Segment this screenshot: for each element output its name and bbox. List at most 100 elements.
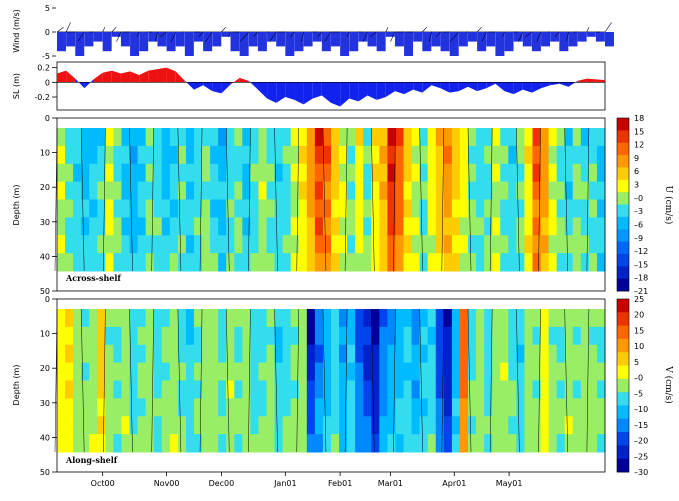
wind-stick [502, 31, 505, 37]
heat-cell [339, 326, 348, 346]
heat-cell [185, 217, 195, 236]
heat-cell [266, 235, 276, 254]
heat-cell [258, 326, 268, 346]
heat-cell [226, 398, 235, 417]
heat-cell [435, 181, 445, 200]
sl-segment [495, 82, 505, 92]
heat-cell [459, 181, 469, 200]
heat-cell [331, 416, 340, 435]
heat-cell [443, 362, 453, 381]
heat-cell [363, 163, 372, 183]
heat-cell [331, 163, 340, 183]
heat-cell [105, 217, 114, 236]
wind-stick [116, 31, 122, 42]
heat-cell [266, 380, 276, 399]
heat-cell [137, 326, 147, 346]
heat-cell [500, 163, 509, 183]
heat-cell [57, 145, 66, 165]
wind-bar [294, 32, 304, 52]
heat-cell [153, 344, 163, 364]
heat-cell [306, 344, 316, 364]
heat-cell [524, 235, 533, 254]
heat-cell [532, 326, 542, 346]
heat-cell [419, 344, 429, 364]
heat-cell [218, 199, 227, 218]
heat-cell [113, 217, 122, 236]
heat-cell [411, 326, 421, 346]
colorbar-tick-label: –0 [634, 374, 643, 383]
heat-cell [161, 434, 171, 453]
heat-cell [588, 128, 598, 147]
heat-cell [306, 235, 316, 254]
heat-cell [564, 309, 574, 328]
colorbar-tick-label: 10 [634, 342, 644, 351]
heat-cell [419, 181, 429, 200]
heat-cell [540, 128, 550, 147]
heat-cell [468, 416, 477, 435]
heat-cell [331, 253, 340, 272]
heat-cell [258, 163, 268, 183]
heat-cell [532, 235, 542, 254]
heat-cell [580, 145, 590, 165]
heat-cell [403, 380, 413, 399]
heat-cell [234, 181, 243, 200]
heat-cell [427, 253, 437, 272]
heat-cell [242, 235, 251, 254]
heat-cell [596, 199, 606, 218]
heat-cell [427, 326, 437, 346]
heat-cell [387, 416, 396, 435]
heat-cell [153, 309, 163, 328]
heat-cell [516, 434, 525, 453]
colorbar-swatch [617, 392, 629, 406]
heat-cell [161, 398, 171, 417]
heat-cell [65, 344, 74, 364]
heat-cell [492, 163, 501, 183]
heat-cell [322, 145, 332, 165]
heat-cell [548, 199, 558, 218]
heat-cell [443, 199, 453, 218]
heat-cell [306, 128, 316, 147]
heat-cell [371, 344, 380, 364]
heat-cell [161, 253, 171, 272]
heat-cell [290, 128, 300, 147]
sl-segment [221, 82, 231, 94]
heat-cell [57, 163, 66, 183]
heat-cell [298, 309, 308, 328]
contour-line [274, 127, 278, 272]
heat-cell [89, 145, 98, 165]
heat-cell [306, 398, 316, 417]
heat-cell [588, 309, 598, 328]
colorbar-tick-label: 25 [634, 295, 644, 304]
heat-cell [121, 434, 131, 453]
heat-cell [532, 344, 542, 364]
heat-cell [596, 416, 606, 435]
heat-cell [395, 163, 405, 183]
colorbar-swatch [617, 266, 629, 280]
heat-cell [331, 434, 340, 453]
heat-cell [596, 253, 606, 272]
heat-cell [564, 416, 574, 435]
heat-cell [363, 199, 372, 218]
heat-cell [202, 217, 211, 236]
wind-bar [422, 32, 432, 52]
heat-cell [210, 217, 219, 236]
heat-cell [161, 380, 171, 399]
heat-cell [258, 380, 268, 399]
heat-cell [226, 181, 235, 200]
heat-cell [588, 434, 598, 453]
heat-cell [427, 416, 437, 435]
heat-cell [459, 309, 469, 328]
heat-cell [250, 235, 259, 254]
heat-cell [322, 344, 332, 364]
heat-cell [274, 380, 284, 399]
contour-line [248, 308, 251, 453]
heat-cell [177, 217, 187, 236]
heat-cell [459, 344, 469, 364]
heat-cell [355, 380, 364, 399]
heat-cell [468, 398, 477, 417]
heat-cell [81, 253, 90, 272]
heat-cell [282, 326, 292, 346]
heat-cell [419, 434, 429, 453]
colorbar-swatch [617, 253, 629, 267]
heat-cell [580, 217, 590, 236]
